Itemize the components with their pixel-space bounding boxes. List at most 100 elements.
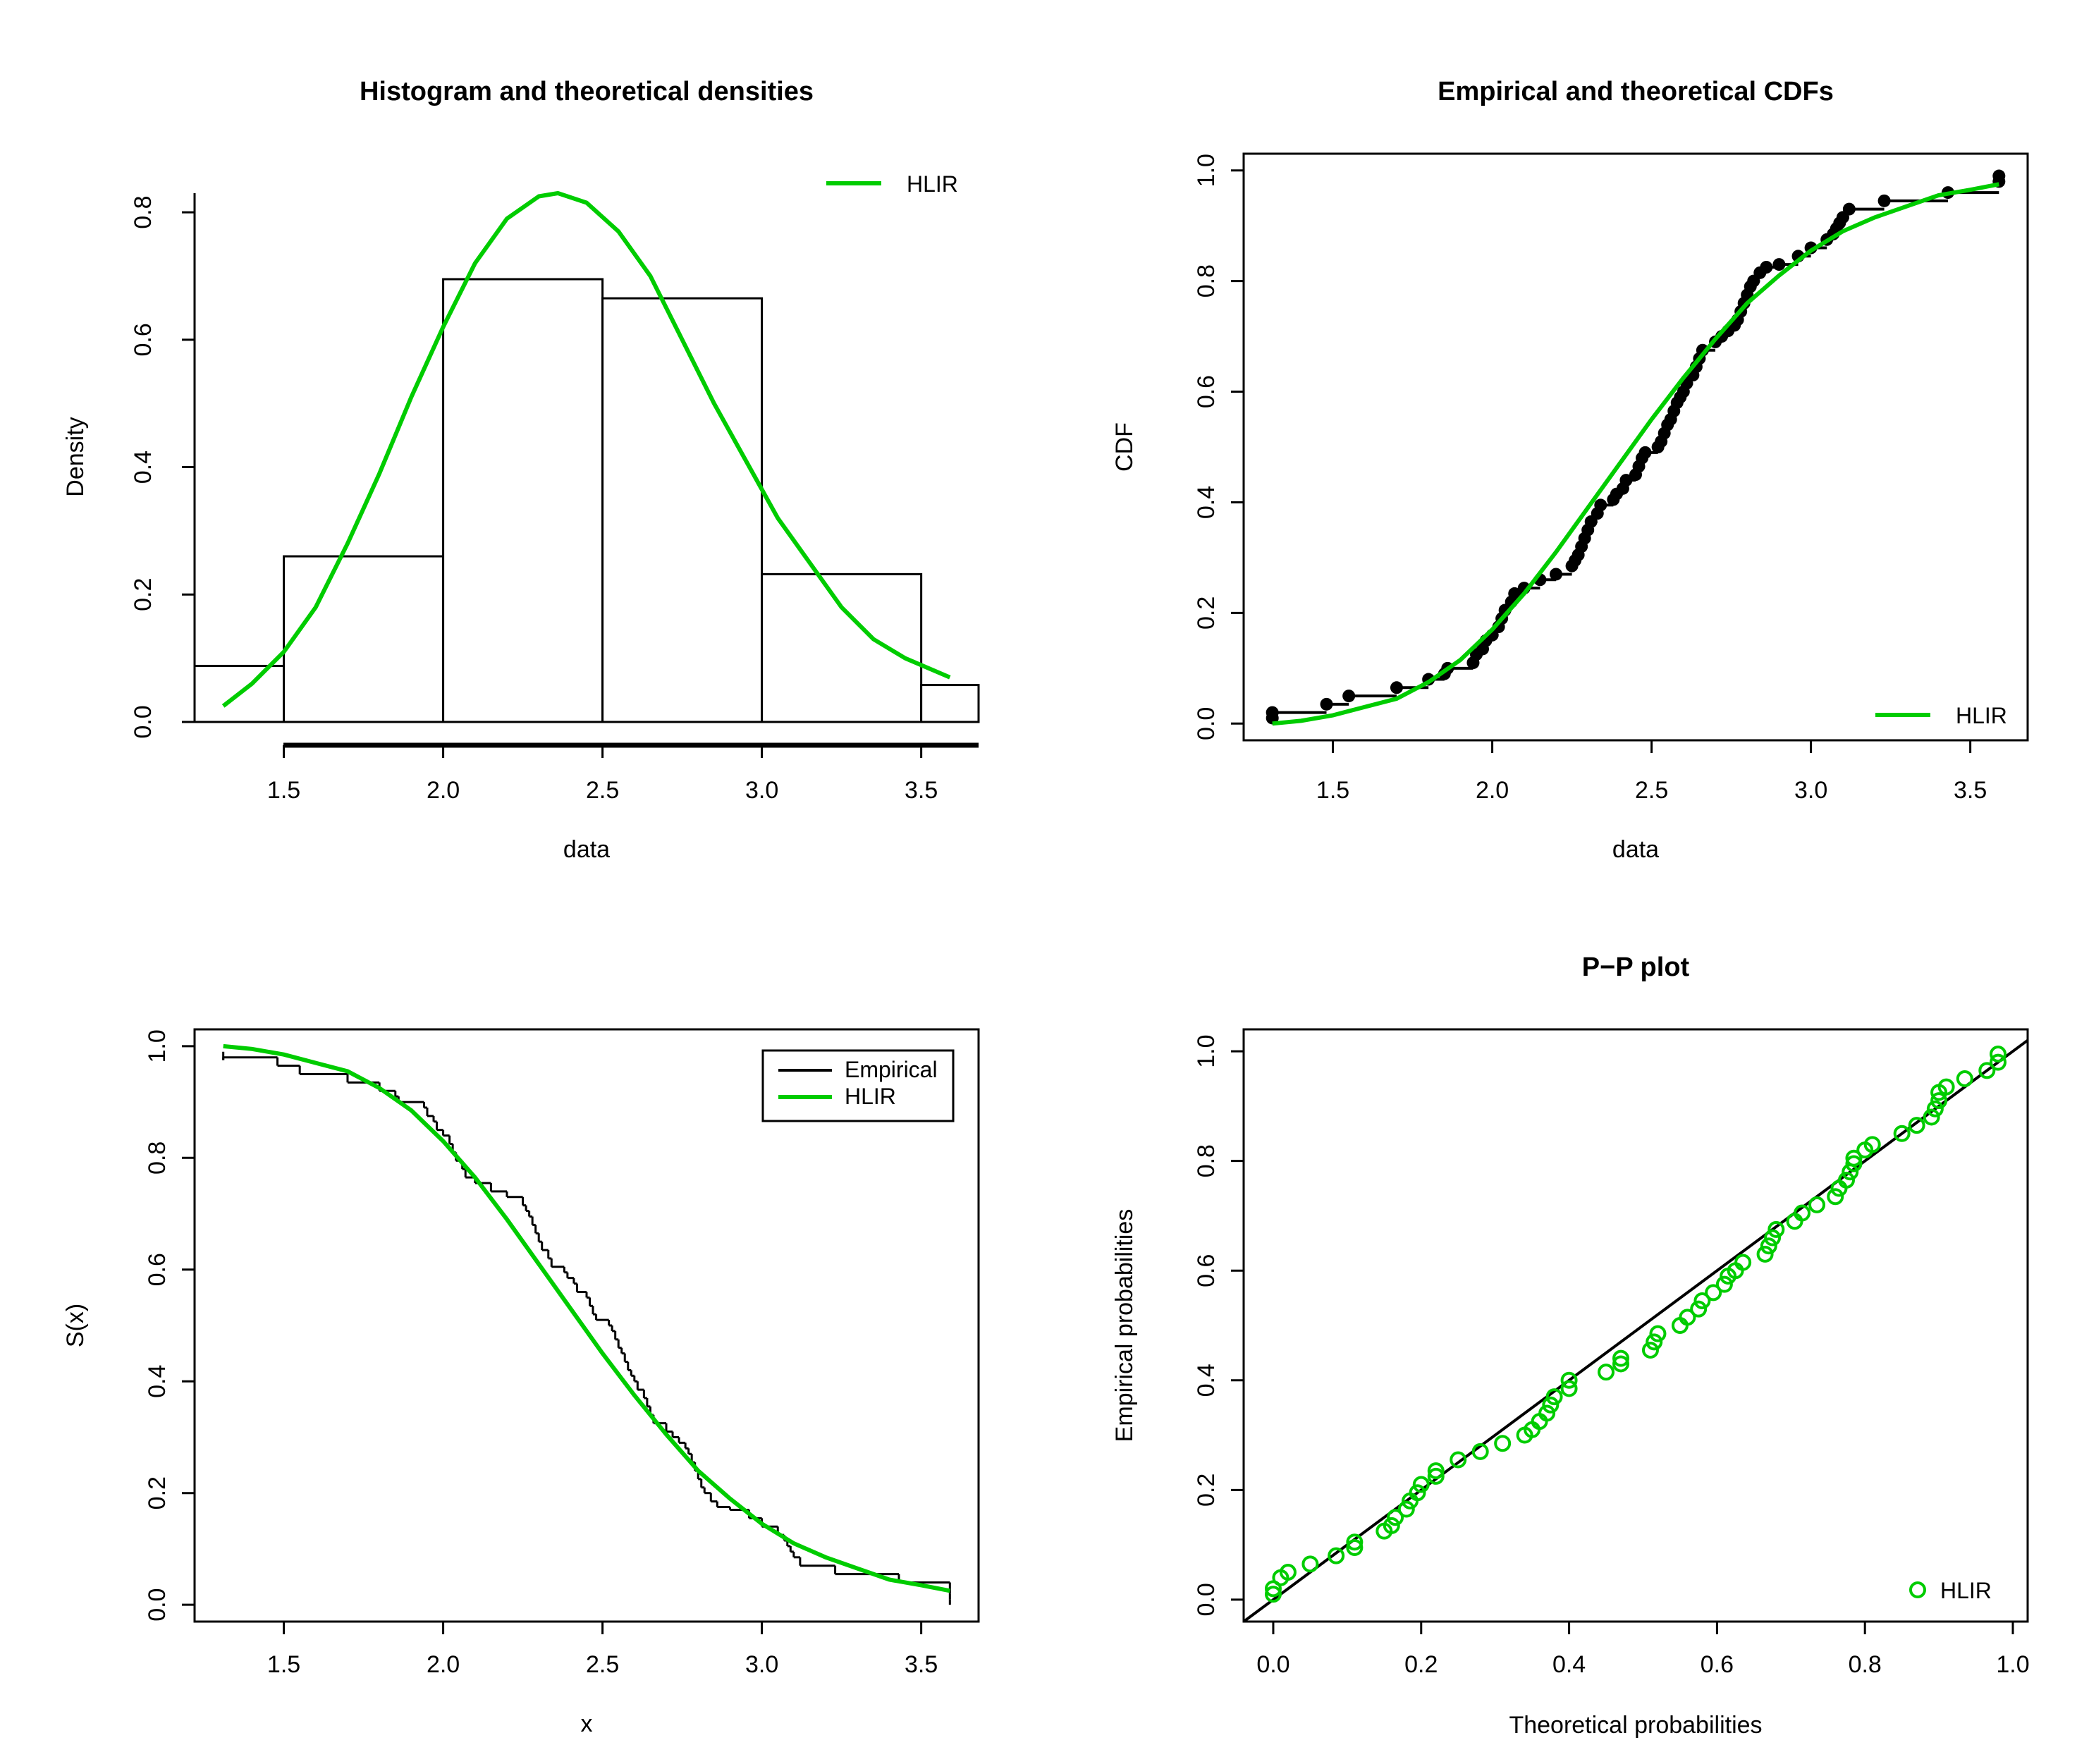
survival-legend-empirical-label: Empirical (845, 1057, 938, 1082)
pp-point (1690, 1300, 1708, 1318)
cdf-empirical-point (1320, 697, 1333, 711)
density-legend-label: HLIR (907, 171, 958, 197)
cdf-empirical-point (1508, 587, 1521, 600)
density-x-tick-label: 3.0 (745, 777, 778, 804)
cdf-title: Empirical and theoretical CDFs (1438, 77, 1834, 106)
survival-x-tick-label: 2.5 (586, 1651, 619, 1678)
pp-point (1760, 1237, 1777, 1255)
survival-panel: 1.5 2.0 2.5 3.0 3.5 0.0 0.2 0.4 0.6 0.8 1.0 x S(x… (62, 1028, 980, 1737)
cdf-y-label: CDF (1111, 422, 1138, 472)
pp-title: P−P plot (1582, 953, 1690, 982)
pp-point (1346, 1539, 1364, 1556)
cdf-plot-frame (1242, 152, 2029, 742)
pp-y-ticks: 0.0 0.2 0.4 0.6 0.8 1.0 (1193, 1034, 1244, 1617)
pp-point (1756, 1245, 1774, 1263)
density-x-ticks: 1.5 2.0 2.5 3.0 3.5 (267, 745, 938, 804)
pp-point (1923, 1108, 1940, 1126)
pp-point (1705, 1284, 1722, 1301)
pp-x-tick-label: 0.2 (1404, 1651, 1438, 1678)
density-y-tick-label: 0.6 (130, 323, 157, 356)
pp-point (1827, 1188, 1844, 1206)
cdf-empirical-point (1772, 258, 1786, 271)
pp-point (1560, 1371, 1578, 1389)
pp-point (1612, 1349, 1630, 1367)
pp-point (1764, 1229, 1782, 1247)
survival-y-tick-label: 0.8 (144, 1141, 171, 1175)
density-bar (283, 555, 445, 723)
pp-point (1641, 1342, 1659, 1359)
cdf-empirical-point (1342, 690, 1356, 703)
pp-legend-label: HLIR (1940, 1578, 1992, 1603)
cdf-empirical-point (1594, 498, 1607, 512)
survival-y-tick-label: 0.0 (144, 1588, 171, 1622)
cdf-empirical-point (1877, 194, 1891, 207)
cdf-empirical-point (1992, 169, 2006, 183)
cdf-y-tick-label: 0.2 (1193, 596, 1220, 630)
cdf-curve-hlir (1272, 182, 1999, 726)
survival-plot-frame (193, 1028, 980, 1623)
pp-point (1908, 1117, 1925, 1134)
pp-point (1427, 1462, 1445, 1480)
pp-point (1679, 1309, 1696, 1326)
pp-point (1387, 1509, 1404, 1526)
survival-y-tick-label: 0.4 (144, 1365, 171, 1398)
survival-empirical-steps (222, 1051, 951, 1605)
density-x-label: data (563, 836, 610, 863)
density-x-tick-label: 1.5 (267, 777, 300, 804)
cdf-empirical-point (1549, 568, 1562, 581)
survival-y-tick-label: 1.0 (144, 1029, 171, 1062)
cdf-y-tick-label: 0.8 (1193, 264, 1220, 298)
pp-point (1990, 1046, 2007, 1062)
density-x-tick-label: 2.5 (586, 777, 619, 804)
pp-point (1926, 1100, 1944, 1117)
pp-point (1767, 1220, 1785, 1238)
pp-y-tick-label: 0.8 (1193, 1144, 1220, 1177)
density-x-tick-label: 3.5 (905, 777, 938, 804)
cdf-y-ticks: 0.0 0.2 0.4 0.6 0.8 1.0 (1193, 154, 1244, 740)
cdf-x-tick-label: 1.5 (1316, 777, 1349, 804)
cdf-x-tick-label: 3.0 (1794, 777, 1827, 804)
pp-point (1837, 1171, 1855, 1189)
cdf-empirical-point (1760, 261, 1773, 274)
pp-x-tick-label: 0.6 (1701, 1651, 1734, 1678)
pp-point (1450, 1451, 1467, 1469)
density-y-tick-label: 0.0 (130, 705, 157, 738)
pp-y-tick-label: 0.2 (1193, 1474, 1220, 1507)
pp-point (1598, 1364, 1615, 1381)
cdf-empirical-steps (1272, 191, 1999, 714)
cdf-empirical-point (1842, 202, 1856, 216)
pp-point (1646, 1333, 1663, 1351)
pp-point (1279, 1564, 1297, 1581)
survival-legend-hlir-label: HLIR (845, 1084, 896, 1109)
pp-point (1893, 1125, 1911, 1142)
cdf-x-tick-label: 2.0 (1476, 777, 1509, 804)
pp-point (1412, 1476, 1430, 1493)
survival-legend: Empirical HLIR (761, 1049, 955, 1122)
pp-point (1715, 1275, 1733, 1293)
pp-x-tick-label: 0.0 (1256, 1651, 1289, 1678)
survival-x-tick-label: 2.0 (427, 1651, 460, 1678)
pp-x-tick-label: 1.0 (1996, 1651, 2029, 1678)
density-legend: HLIR (826, 171, 958, 197)
pp-point (1538, 1404, 1556, 1422)
survival-x-label: x (581, 1710, 593, 1737)
cdf-panel: Empirical and theoretical CDFs 1.5 2.0 2.5… (1111, 77, 2029, 863)
survival-x-tick-label: 3.5 (905, 1651, 938, 1678)
density-curve-hlir (221, 190, 951, 708)
density-bar (442, 278, 604, 723)
cdf-empirical-point (1619, 474, 1633, 487)
cdf-y-tick-label: 1.0 (1193, 154, 1220, 187)
survival-x-tick-label: 1.5 (267, 1651, 300, 1678)
density-bar (761, 572, 923, 723)
pp-point (1693, 1292, 1711, 1309)
pp-x-label: Theoretical probabilities (1509, 1712, 1762, 1739)
cdf-y-tick-label: 0.4 (1193, 486, 1220, 519)
pp-point (1863, 1136, 1881, 1153)
pp-point (1471, 1443, 1489, 1460)
survival-y-label: S(x) (62, 1304, 89, 1347)
pp-panel: P−P plot 0.0 0.2 0.4 0.6 0.8 1.0 0.0 0.2 0.4 0.6… (1111, 953, 2030, 1739)
survival-x-ticks: 1.5 2.0 2.5 3.0 3.5 (267, 1622, 938, 1678)
pp-points (1264, 1046, 2007, 1603)
density-y-tick-label: 0.8 (130, 195, 157, 228)
pp-point (1956, 1070, 1973, 1087)
